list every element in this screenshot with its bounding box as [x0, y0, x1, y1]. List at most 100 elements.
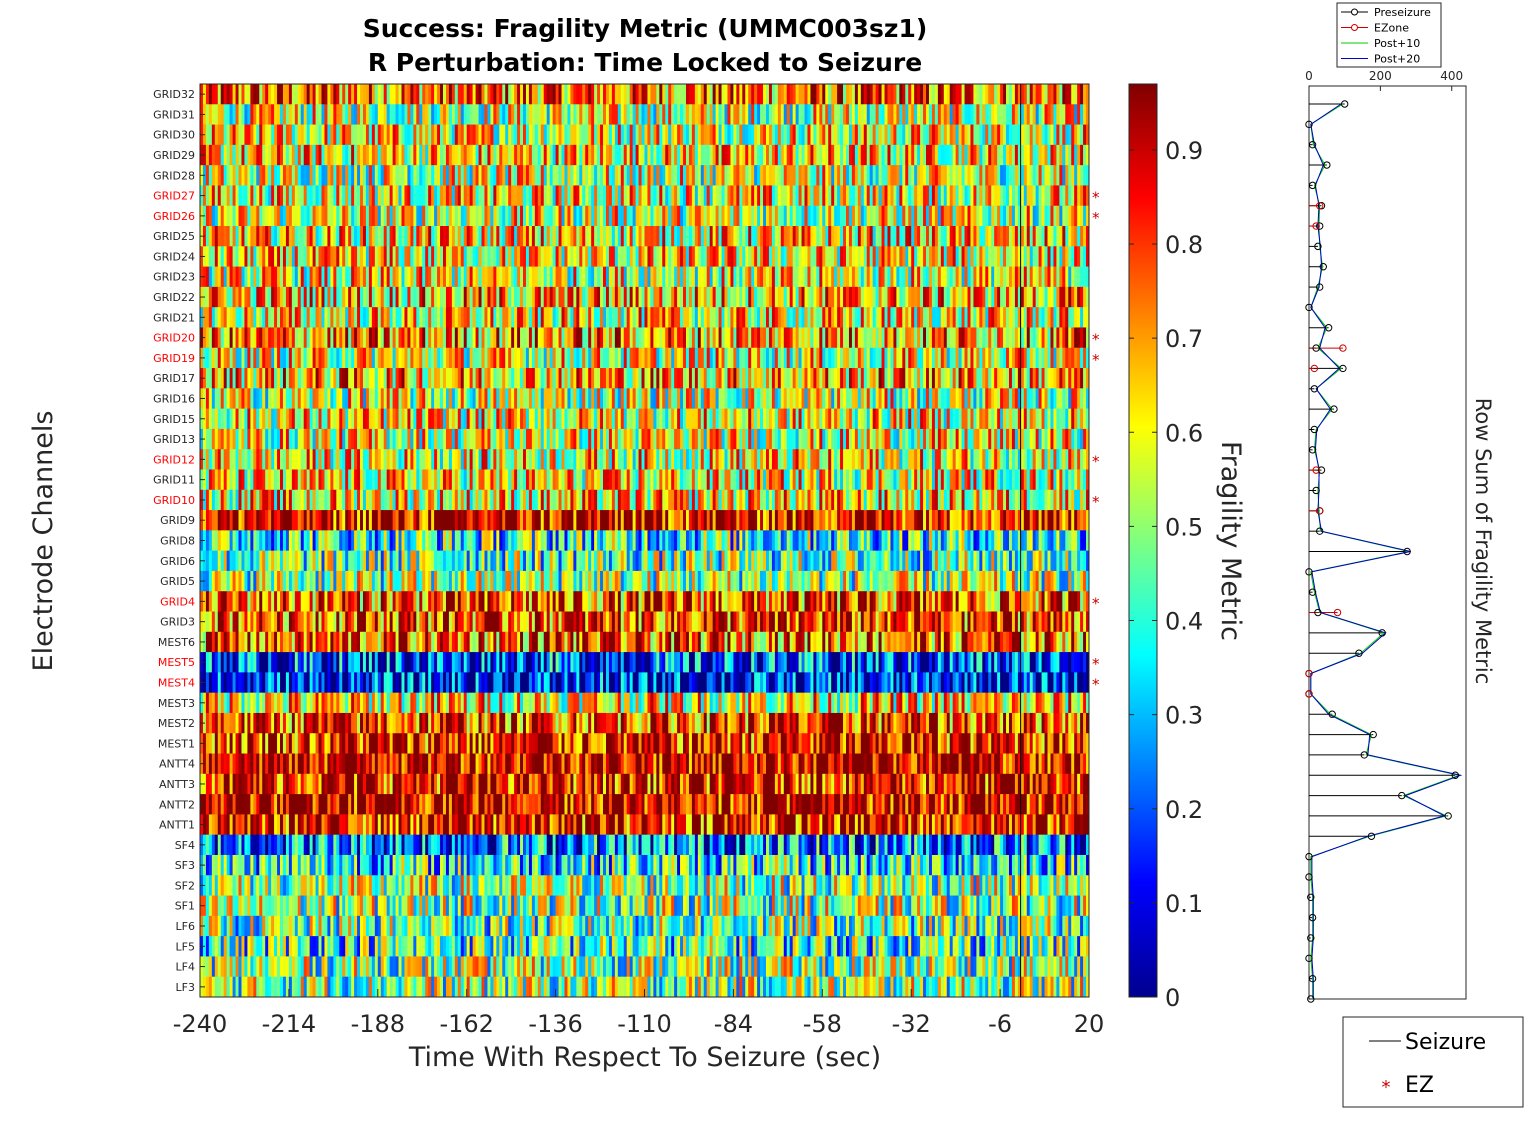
- heatmap-cell: [573, 368, 577, 389]
- heatmap-cell: [537, 226, 542, 247]
- heatmap-cell: [943, 84, 948, 105]
- heatmap-cell: [392, 185, 396, 207]
- heatmap-cell: [712, 205, 717, 227]
- heatmap-cell: [487, 165, 491, 186]
- heatmap-cell: [706, 307, 711, 328]
- heatmap-cell: [863, 307, 868, 328]
- heatmap-cell: [321, 286, 325, 308]
- heatmap-cell: [863, 286, 868, 308]
- heatmap-cell: [813, 368, 817, 389]
- heatmap-cell: [543, 266, 548, 288]
- heatmap-cell: [374, 347, 379, 369]
- heatmap-cell: [777, 226, 782, 247]
- heatmap-cell: [208, 368, 213, 389]
- heatmap-cell: [949, 307, 954, 328]
- heatmap-cell: [774, 286, 779, 308]
- heatmap-cell: [789, 205, 794, 227]
- heatmap-cell: [766, 347, 770, 369]
- heatmap-cell: [531, 307, 536, 328]
- heatmap-cell: [600, 327, 604, 349]
- heatmap-cell: [588, 347, 592, 369]
- heatmap-cell: [878, 307, 882, 328]
- heatmap-cell: [1074, 84, 1078, 105]
- heatmap-cell: [523, 246, 527, 267]
- heatmap-cell: [336, 84, 340, 105]
- heatmap-cell: [875, 185, 879, 207]
- heatmap-cell: [383, 144, 388, 166]
- heatmap-cell: [540, 266, 545, 288]
- heatmap-cell: [445, 368, 450, 389]
- heatmap-cell: [451, 144, 456, 166]
- heatmap-cell: [899, 266, 903, 288]
- heatmap-cell: [1020, 144, 1025, 166]
- heatmap-cell: [466, 104, 471, 125]
- heatmap-cell: [739, 368, 743, 389]
- heatmap-row-grid25: [200, 226, 1090, 247]
- heatmap-cell: [312, 347, 316, 369]
- heatmap-cell: [1053, 144, 1057, 166]
- heatmap-cell: [517, 165, 521, 186]
- heatmap-cell: [558, 368, 562, 389]
- heatmap-cell: [774, 144, 779, 166]
- heatmap-cell: [890, 286, 894, 308]
- heatmap-cell: [389, 124, 394, 146]
- heatmap-cell: [911, 205, 915, 227]
- heatmap-cell: [623, 144, 628, 166]
- heatmap-cell: [555, 388, 559, 410]
- heatmap-cell: [505, 307, 509, 328]
- heatmap-cell: [223, 327, 228, 349]
- heatmap-cell: [742, 368, 746, 389]
- heatmap-cell: [958, 185, 962, 207]
- heatmap-cell: [863, 246, 868, 267]
- heatmap-cell: [457, 165, 462, 186]
- heatmap-cell: [647, 84, 651, 105]
- heatmap-cell: [911, 286, 915, 308]
- heatmap-cell: [801, 104, 805, 125]
- heatmap-cell: [1014, 124, 1019, 146]
- heatmap-cell: [383, 124, 388, 146]
- heatmap-cell: [694, 368, 699, 389]
- heatmap-cell: [822, 388, 826, 410]
- heatmap-cell: [534, 286, 539, 308]
- heatmap-cell: [908, 205, 912, 227]
- heatmap-cell: [241, 185, 245, 207]
- heatmap-cell: [920, 226, 924, 247]
- heatmap-cell: [490, 388, 494, 410]
- heatmap-cell: [330, 124, 334, 146]
- heatmap-cell: [517, 84, 521, 105]
- heatmap-cell: [683, 388, 687, 410]
- heatmap-cell: [484, 408, 488, 430]
- heatmap-cell: [991, 165, 995, 186]
- heatmap-cell: [348, 347, 352, 369]
- heatmap-cell: [1083, 226, 1087, 247]
- heatmap-cell: [324, 246, 328, 267]
- heatmap-cell: [789, 246, 794, 267]
- heatmap-cell: [410, 266, 414, 288]
- heatmap-cell: [970, 226, 974, 247]
- heatmap-cell: [339, 368, 343, 389]
- heatmap-cell: [991, 266, 995, 288]
- heatmap-cell: [223, 84, 228, 105]
- heatmap-cell: [348, 144, 352, 166]
- heatmap-cell: [496, 246, 500, 267]
- heatmap-cell: [268, 185, 272, 207]
- heatmap-cell: [277, 266, 281, 288]
- heatmap-cell: [481, 205, 485, 227]
- heatmap-cell: [905, 185, 909, 207]
- heatmap-cell: [976, 104, 980, 125]
- heatmap-cell: [739, 84, 743, 105]
- heatmap-cell: [866, 347, 871, 369]
- heatmap-cell: [235, 104, 239, 125]
- heatmap-cell: [1038, 368, 1042, 389]
- heatmap-cell: [265, 185, 269, 207]
- heatmap-cell: [463, 347, 468, 369]
- heatmap-cell: [608, 165, 613, 186]
- heatmap-cell: [357, 226, 361, 247]
- heatmap-cell: [760, 205, 764, 227]
- heatmap-cell: [205, 307, 210, 328]
- heatmap-cell: [928, 185, 933, 207]
- heatmap-cell: [528, 327, 533, 349]
- heatmap-cell: [804, 185, 808, 207]
- heatmap-cell: [1041, 144, 1045, 166]
- heatmap-cell: [546, 266, 551, 288]
